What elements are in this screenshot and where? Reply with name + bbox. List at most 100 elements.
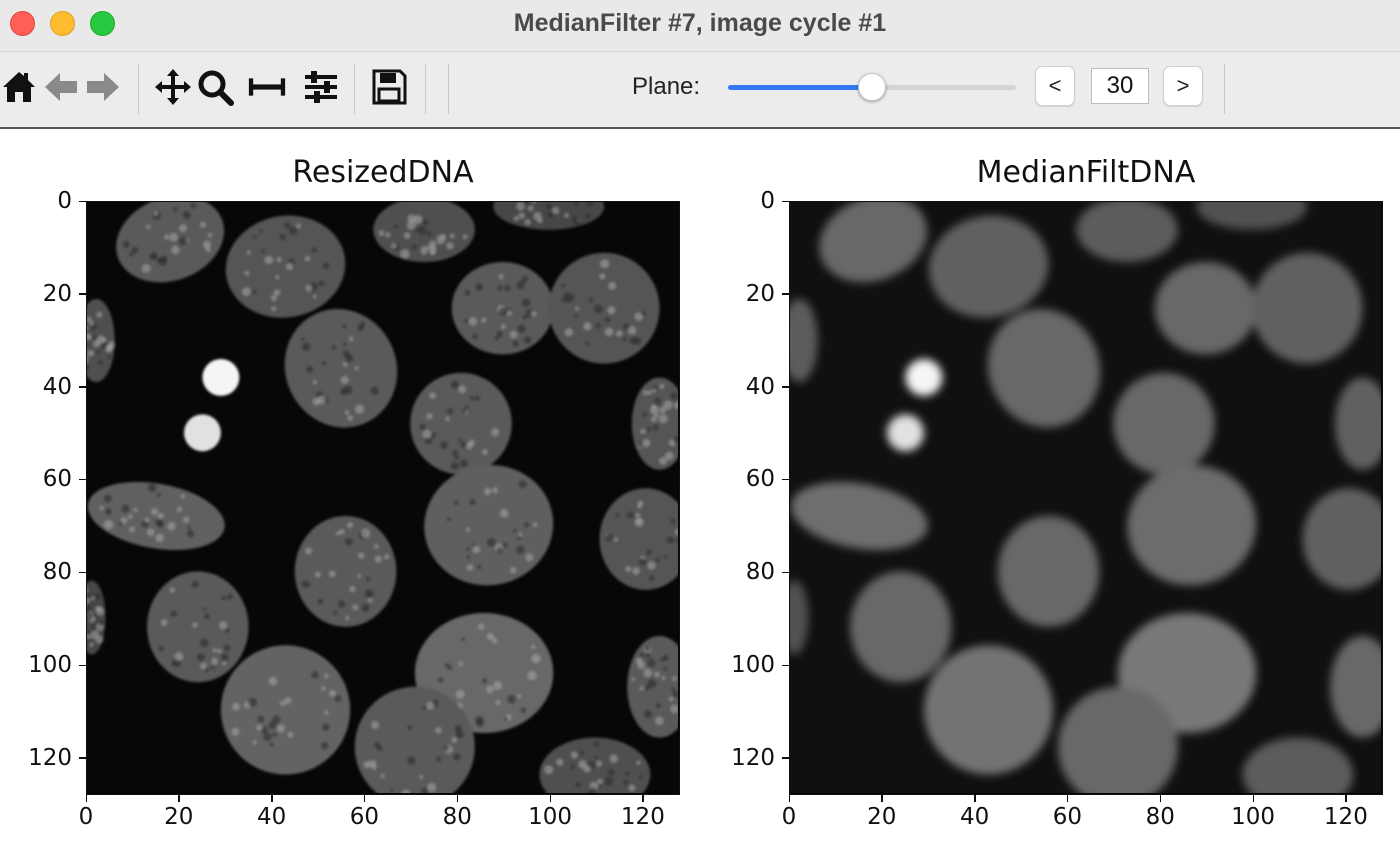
y-tick	[79, 757, 86, 759]
window-title: MedianFilter #7, image cycle #1	[513, 9, 887, 37]
nucleus-speckle	[324, 673, 329, 678]
nucleus-speckle	[668, 696, 674, 702]
nucleus-speckle	[625, 565, 632, 572]
nucleus	[1076, 202, 1178, 263]
nucleus-speckle	[670, 704, 679, 714]
nucleus-speckle	[651, 388, 657, 393]
nucleus-speckle	[261, 248, 266, 253]
nucleus-speckle	[655, 702, 662, 709]
nucleus-speckle	[301, 342, 311, 351]
nucleus-speckle	[475, 282, 484, 291]
nucleus-speckle	[342, 323, 347, 329]
nucleus-speckle	[107, 355, 112, 360]
toolbar-separator	[425, 64, 426, 114]
pan-icon[interactable]	[154, 67, 192, 107]
nucleus-speckle	[560, 283, 566, 288]
x-tick-label: 40	[256, 804, 287, 830]
nucleus-speckle	[449, 233, 455, 239]
y-tick-label: 80	[42, 559, 72, 586]
previous-plane-button[interactable]: <	[1035, 66, 1075, 106]
nucleus-speckle	[367, 597, 373, 603]
nucleus-speckle	[466, 554, 471, 560]
mitotic-cell	[905, 358, 943, 396]
y-tick	[782, 478, 789, 481]
forward-arrow-icon[interactable]	[84, 67, 122, 107]
nucleus-speckle	[187, 526, 191, 530]
nucleus-speckle	[364, 589, 374, 599]
nucleus-speckle	[340, 376, 349, 384]
nucleus-speckle	[378, 230, 385, 236]
nucleus-speckle	[474, 395, 481, 402]
image-axes-resized-dna[interactable]	[86, 201, 680, 795]
nucleus-speckle	[648, 575, 655, 581]
nucleus-speckle	[641, 311, 646, 316]
nucleus-speckle	[90, 595, 96, 601]
nucleus-speckle	[422, 218, 429, 226]
nucleus-speckle	[462, 409, 467, 414]
nucleus-speckle	[647, 390, 652, 395]
nucleus-speckle	[465, 441, 473, 450]
nucleus-speckle	[147, 483, 157, 493]
nucleus	[410, 372, 512, 475]
zoom-window-button[interactable]	[90, 11, 115, 36]
nucleus-speckle	[283, 221, 291, 229]
image-axes-median-filt-dna[interactable]	[789, 201, 1383, 795]
nucleus-speckle	[96, 335, 106, 344]
close-window-button[interactable]	[10, 11, 35, 36]
nucleus-speckle	[172, 206, 178, 212]
back-arrow-icon[interactable]	[42, 67, 80, 107]
plane-slider[interactable]	[728, 72, 1016, 102]
nucleus-speckle	[622, 336, 628, 342]
nucleus-speckle	[426, 701, 435, 710]
nucleus-speckle	[318, 280, 325, 287]
nucleus-speckle	[570, 764, 575, 770]
nucleus-speckle	[276, 257, 282, 263]
nucleus-speckle	[180, 494, 186, 499]
nucleus-speckle	[523, 336, 532, 344]
subplots-icon[interactable]	[248, 67, 286, 107]
plane-slider-thumb[interactable]	[858, 73, 886, 101]
y-tick-label: 20	[42, 280, 72, 307]
nucleus-speckle	[144, 517, 150, 523]
next-plane-button[interactable]: >	[1163, 66, 1203, 106]
nucleus-speckle	[276, 724, 285, 733]
plane-number-input[interactable]	[1091, 68, 1149, 104]
nucleus-speckle	[419, 423, 426, 431]
nucleus-speckle	[627, 326, 637, 335]
nucleus-speckle	[259, 229, 263, 233]
nucleus-speckle	[349, 336, 354, 342]
nucleus-speckle	[190, 202, 197, 209]
nucleus-speckle	[103, 520, 114, 530]
plane-label: Plane:	[632, 73, 701, 100]
configure-icon[interactable]	[302, 67, 340, 107]
nucleus-speckle	[427, 782, 437, 792]
zoom-icon[interactable]	[196, 67, 234, 107]
mitotic-cell	[202, 358, 240, 396]
y-tick	[79, 664, 86, 667]
nucleus-speckle	[146, 528, 155, 537]
nucleus-speckle	[167, 522, 176, 531]
nucleus-speckle	[371, 721, 379, 729]
y-tick-label: 20	[745, 280, 775, 307]
nucleus-speckle	[90, 630, 99, 639]
nucleus-speckle	[312, 380, 317, 385]
nucleus-speckle	[469, 499, 476, 506]
home-icon[interactable]	[0, 67, 38, 107]
nucleus-speckle	[271, 306, 277, 312]
nucleus-speckle	[493, 681, 502, 690]
nucleus-speckle	[95, 607, 105, 616]
nucleus-speckle	[286, 263, 294, 271]
nucleus-speckle	[196, 653, 206, 662]
nucleus-speckle	[244, 270, 250, 276]
nucleus-speckle	[653, 397, 662, 405]
nucleus-speckle	[481, 677, 488, 684]
minimize-window-button[interactable]	[50, 11, 75, 36]
nucleus-speckle	[429, 249, 435, 255]
nucleus-speckle	[88, 320, 94, 326]
nucleus-speckle	[642, 412, 648, 418]
x-tick-label: 80	[1145, 804, 1175, 830]
y-tick-label: 0	[57, 188, 72, 214]
nucleus-speckle	[207, 232, 213, 238]
panel-title-median-filt-dna: MedianFiltDNA	[976, 155, 1196, 190]
save-icon[interactable]	[370, 67, 408, 107]
